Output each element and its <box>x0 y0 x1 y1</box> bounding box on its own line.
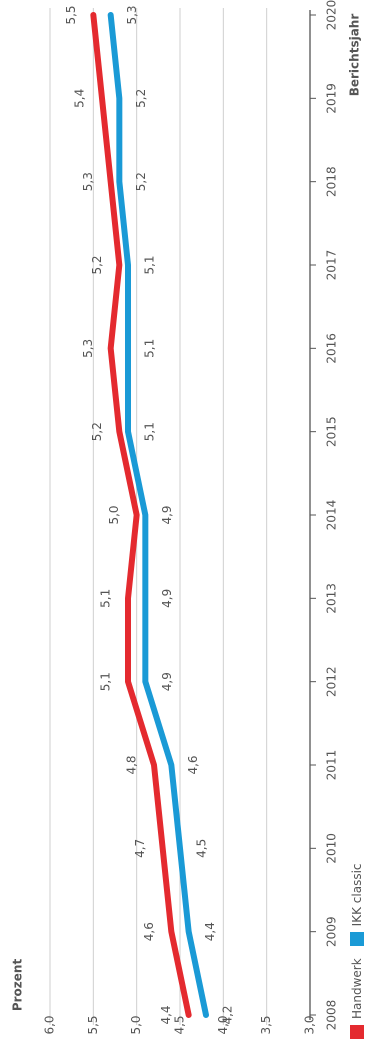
y-tick-label: 5,0 <box>129 1015 143 1034</box>
x-tick-label: 2015 <box>325 416 339 447</box>
data-label-handwerk: 5,5 <box>64 5 78 24</box>
series-line-ikk-classic <box>107 12 209 1018</box>
y-tick-label: 6,0 <box>43 1015 57 1034</box>
data-label-ikk-classic: 5,2 <box>134 89 148 108</box>
x-tick-label: 2016 <box>325 333 339 364</box>
data-label-ikk-classic: 4,9 <box>160 505 174 524</box>
data-label-handwerk: 4,4 <box>159 1005 173 1024</box>
data-label-ikk-classic: 4,5 <box>195 839 209 858</box>
data-label-handwerk: 5,2 <box>90 422 104 441</box>
y-tick-label: 4,5 <box>173 1015 187 1034</box>
data-label-ikk-classic: 4,9 <box>160 672 174 691</box>
x-tick-label: 2012 <box>325 666 339 697</box>
x-tick-label: 2010 <box>325 833 339 864</box>
x-tick-label: 2018 <box>325 166 339 197</box>
x-tick-label: 2008 <box>325 1000 339 1031</box>
y-tick-label: 5,5 <box>86 1015 100 1034</box>
data-label-ikk-classic: 4,2 <box>221 1005 235 1024</box>
data-label-ikk-classic: 5,1 <box>143 255 157 274</box>
data-label-handwerk: 5,1 <box>99 589 113 608</box>
data-label-handwerk: 5,3 <box>81 172 95 191</box>
y-tick-label: 3,5 <box>259 1015 273 1034</box>
legend-label-ikk-classic: IKK classic <box>350 863 364 927</box>
data-label-handwerk: 5,0 <box>107 505 121 524</box>
data-label-ikk-classic: 4,6 <box>186 755 200 774</box>
data-label-handwerk: 4,7 <box>133 839 147 858</box>
data-label-ikk-classic: 4,4 <box>203 922 217 941</box>
data-label-handwerk: 4,6 <box>142 922 156 941</box>
x-tick-label: 2020 <box>325 0 339 30</box>
x-axis-title: Berichtsjahr <box>348 14 362 97</box>
legend-item-ikk-classic: IKK classic <box>350 864 364 947</box>
data-label-handwerk: 5,3 <box>81 339 95 358</box>
data-label-handwerk: 5,4 <box>73 89 87 108</box>
y-axis-title: Prozent <box>11 959 25 1012</box>
data-label-handwerk: 5,2 <box>90 255 104 274</box>
x-tick-label: 2009 <box>325 916 339 947</box>
legend-label-handwerk: Handwerk <box>350 958 364 1019</box>
y-tick-label: 3,0 <box>303 1015 317 1034</box>
legend-swatch-handwerk <box>350 1025 364 1039</box>
x-tick-label: 2014 <box>325 500 339 531</box>
data-label-ikk-classic: 5,1 <box>143 422 157 441</box>
data-label-handwerk: 4,8 <box>125 755 139 774</box>
legend-swatch-ikk-classic <box>350 932 364 947</box>
x-tick-label: 2011 <box>325 750 339 781</box>
data-label-ikk-classic: 4,9 <box>160 589 174 608</box>
y-tick-label: 4,0 <box>216 1015 230 1034</box>
data-label-ikk-classic: 5,2 <box>134 172 148 191</box>
x-tick-label: 2019 <box>325 83 339 114</box>
legend: Handwerk IKK classic <box>350 852 364 1039</box>
data-label-ikk-classic: 5,3 <box>125 5 139 24</box>
x-tick-label: 2013 <box>325 583 339 614</box>
data-label-ikk-classic: 5,1 <box>143 339 157 358</box>
legend-item-handwerk: Handwerk <box>350 958 364 1039</box>
series-line-handwerk <box>90 12 192 1018</box>
data-label-handwerk: 5,1 <box>99 672 113 691</box>
x-tick-label: 2017 <box>325 250 339 281</box>
